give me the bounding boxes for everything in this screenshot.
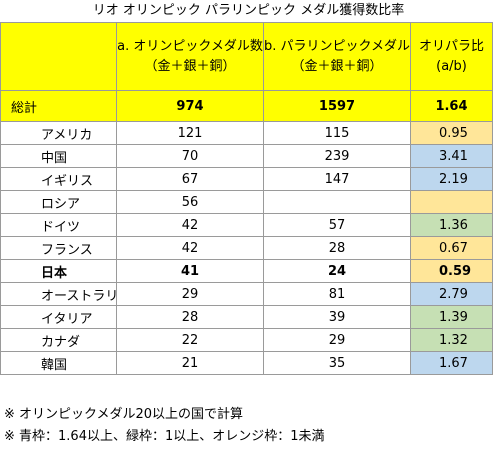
table-row: イギリス 67 147 2.19	[0, 167, 493, 191]
total-olympic: 974	[116, 90, 264, 122]
paralympic-cell: 29	[263, 328, 411, 352]
paralympic-cell: 239	[263, 144, 411, 168]
olympic-cell: 21	[116, 351, 264, 375]
header-paralympic-line2: （金＋銀＋銅）	[291, 58, 383, 74]
ratio-cell	[410, 190, 493, 214]
header-ratio-line1: オリパラ比	[418, 38, 484, 54]
olympic-cell: 42	[116, 236, 264, 260]
olympic-cell: 22	[116, 328, 264, 352]
country-cell: イギリス	[0, 167, 117, 191]
table-row: オーストラリア29812.79	[0, 282, 493, 306]
olympic-cell: 41	[116, 259, 264, 283]
ratio-cell: 0.59	[410, 259, 493, 283]
total-row: 総計 974 1597 1.64	[0, 90, 493, 122]
paralympic-cell: 35	[263, 351, 411, 375]
country-cell: アメリカ	[0, 121, 117, 145]
ratio-cell: 1.32	[410, 328, 493, 352]
note-1: ※ オリンピックメダル20以上の国で計算	[4, 407, 244, 422]
total-label: 総計	[0, 90, 117, 122]
header-row: a. オリンピックメダル数 （金＋銀＋銅） b. パラリンピックメダル数 （金＋…	[0, 22, 493, 91]
olympic-cell: 42	[116, 213, 264, 237]
ratio-cell: 1.36	[410, 213, 493, 237]
table-row: 中国 70 239 3.41	[0, 144, 493, 168]
medal-table: a. オリンピックメダル数 （金＋銀＋銅） b. パラリンピックメダル数 （金＋…	[0, 22, 493, 375]
country-cell: 中国	[0, 144, 117, 168]
table-row: 韓国 21 35 1.67	[0, 351, 493, 375]
olympic-cell: 56	[116, 190, 264, 214]
olympic-cell: 29	[116, 282, 264, 306]
country-cell: カナダ	[0, 328, 117, 352]
olympic-cell: 121	[116, 121, 264, 145]
table-row: カナダ 22 29 1.32	[0, 328, 493, 352]
paralympic-cell: 147	[263, 167, 411, 191]
country-cell: イタリア	[0, 305, 117, 329]
header-ratio-line2: (a/b)	[436, 58, 467, 74]
paralympic-cell: 28	[263, 236, 411, 260]
ratio-cell: 1.39	[410, 305, 493, 329]
ratio-cell: 3.41	[410, 144, 493, 168]
table-row: 日本 41 24 0.59	[0, 259, 493, 283]
paralympic-cell	[263, 190, 411, 214]
note-2: ※ 青枠：1.64以上、緑枠：1以上、オレンジ枠：1未満	[4, 429, 325, 444]
header-paralympic: b. パラリンピックメダル数 （金＋銀＋銅）	[263, 22, 411, 91]
header-olympic-line2: （金＋銀＋銅）	[144, 58, 236, 74]
paralympic-cell: 115	[263, 121, 411, 145]
paralympic-cell: 39	[263, 305, 411, 329]
ratio-cell: 0.95	[410, 121, 493, 145]
ratio-cell: 2.19	[410, 167, 493, 191]
country-cell: オーストラリア	[0, 282, 117, 306]
table-row: アメリカ 121 115 0.95	[0, 121, 493, 145]
ratio-cell: 0.67	[410, 236, 493, 260]
table-row: ロシア 56	[0, 190, 493, 214]
paralympic-cell: 24	[263, 259, 411, 283]
country-cell: ロシア	[0, 190, 117, 214]
ratio-cell: 1.67	[410, 351, 493, 375]
country-cell: 日本	[0, 259, 117, 283]
total-paralympic: 1597	[263, 90, 411, 122]
header-paralympic-line1: b. パラリンピックメダル数	[264, 38, 411, 54]
total-ratio: 1.64	[410, 90, 493, 122]
olympic-cell: 70	[116, 144, 264, 168]
header-olympic-line1: a. オリンピックメダル数	[117, 38, 263, 54]
notes: ※ オリンピックメダル20以上の国で計算 ※ 青枠：1.64以上、緑枠：1以上、…	[0, 404, 497, 448]
page-title: リオ オリンピック パラリンピック メダル獲得数比率	[92, 3, 405, 18]
olympic-cell: 67	[116, 167, 264, 191]
paralympic-cell: 57	[263, 213, 411, 237]
header-country	[0, 22, 117, 91]
paralympic-cell: 81	[263, 282, 411, 306]
header-olympic: a. オリンピックメダル数 （金＋銀＋銅）	[116, 22, 264, 91]
table-row: ドイツ 42 57 1.36	[0, 213, 493, 237]
table-row: イタリア 28 39 1.39	[0, 305, 493, 329]
country-cell: ドイツ	[0, 213, 117, 237]
country-cell: フランス	[0, 236, 117, 260]
table-row: フランス 42 28 0.67	[0, 236, 493, 260]
header-ratio: オリパラ比 (a/b)	[410, 22, 493, 91]
ratio-cell: 2.79	[410, 282, 493, 306]
olympic-cell: 28	[116, 305, 264, 329]
country-cell: 韓国	[0, 351, 117, 375]
